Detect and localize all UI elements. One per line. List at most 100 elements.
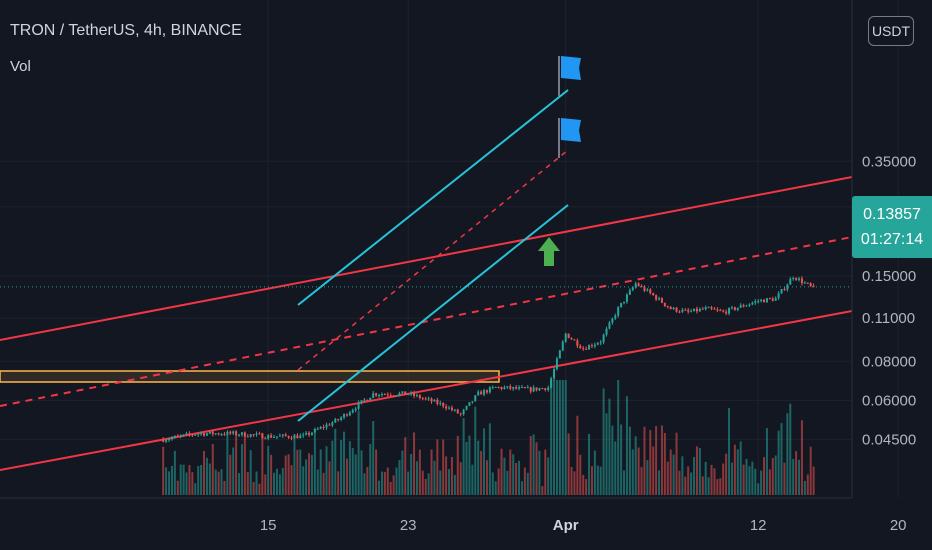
candle-body <box>477 391 480 396</box>
candle-body <box>424 398 427 400</box>
volume-bar <box>803 480 806 495</box>
candle-body <box>765 298 768 303</box>
volume-bar <box>783 462 786 495</box>
support-zone-rect[interactable] <box>0 370 500 383</box>
volume-bar <box>570 467 573 495</box>
volume-bar <box>313 433 316 495</box>
volume-bar <box>238 473 241 495</box>
candle-body <box>275 436 278 438</box>
candle-body <box>162 439 165 442</box>
volume-bar <box>733 444 736 495</box>
channel-upper-line[interactable] <box>297 89 569 306</box>
median-trendline[interactable] <box>0 236 853 407</box>
buy-arrow-icon[interactable] <box>538 237 560 266</box>
candle-body <box>637 283 640 287</box>
volume-bar <box>275 468 278 495</box>
volume-bar <box>666 461 669 495</box>
candle-body <box>687 309 690 312</box>
volume-bar <box>792 458 795 495</box>
volume-bar <box>544 449 547 495</box>
volume-bar <box>649 430 652 495</box>
candle-body <box>491 387 494 389</box>
volume-bar <box>523 467 526 495</box>
candle-body <box>500 387 503 389</box>
channel-midline[interactable] <box>297 149 569 371</box>
target-flag-upper[interactable] <box>558 56 581 96</box>
candle-body <box>366 399 369 401</box>
candle-body <box>789 278 792 285</box>
candle-body <box>305 432 308 435</box>
candle-body <box>445 406 448 409</box>
volume-bar <box>634 436 637 495</box>
volume-bar <box>415 461 418 495</box>
volume-bar <box>693 457 696 495</box>
candle-body <box>658 298 661 300</box>
candle-body <box>273 436 276 438</box>
volume-bar <box>436 439 439 495</box>
time-axis[interactable]: 1523Apr1220May <box>260 517 932 534</box>
volume-bar <box>480 450 483 495</box>
candle-body <box>404 391 407 395</box>
volume-bar <box>465 441 468 495</box>
channel-lower-line[interactable] <box>297 204 569 422</box>
volume-indicator-label[interactable]: Vol <box>10 58 31 75</box>
volume-bar <box>226 435 229 495</box>
candle-body <box>529 387 532 392</box>
volume-bar <box>418 449 421 495</box>
volume-bar <box>284 455 287 495</box>
volume-bar <box>208 463 211 495</box>
candle-body <box>383 394 386 396</box>
volume-bar <box>678 470 681 495</box>
volume-bar <box>369 443 372 495</box>
volume-bar <box>197 466 200 495</box>
candle-body <box>558 350 561 359</box>
support-zone[interactable] <box>0 370 500 383</box>
candle-body <box>733 307 736 310</box>
symbol-title[interactable]: TRON / TetherUS, 4h, BINANCE <box>10 22 242 39</box>
volume-bar <box>520 481 523 495</box>
chart-grid <box>0 0 899 498</box>
volume-bar <box>421 470 424 495</box>
candle-body <box>669 307 672 310</box>
volume-bar <box>684 476 687 495</box>
currency-button[interactable]: USDT <box>868 16 914 46</box>
volume-bar <box>593 450 596 495</box>
candle-body <box>593 344 596 347</box>
candle-body <box>690 311 693 313</box>
volume-bar <box>771 458 774 495</box>
resistance-trendline[interactable] <box>0 176 853 341</box>
volume-bar <box>468 435 471 495</box>
candle-body <box>284 434 287 437</box>
volume-bar <box>538 450 541 495</box>
price-tick-label: 0.15000 <box>862 268 916 285</box>
candle-body <box>407 394 410 396</box>
candle-body <box>728 308 731 314</box>
candle-body <box>360 400 363 403</box>
target-flag-lower[interactable] <box>558 118 581 158</box>
support-trendline[interactable] <box>0 310 853 471</box>
volume-bar <box>235 433 238 495</box>
candle-body <box>561 341 564 351</box>
candle-body <box>246 436 249 438</box>
volume-bar <box>410 454 413 495</box>
volume-bar <box>182 464 185 495</box>
volume-bar <box>763 457 766 495</box>
candle-body <box>663 302 666 306</box>
candle-body <box>229 431 232 434</box>
candle-body <box>243 432 246 437</box>
volume-bar <box>372 420 375 495</box>
trendlines[interactable] <box>0 89 853 471</box>
volume-bar <box>316 469 319 495</box>
volume-bar <box>745 458 748 495</box>
candle-body <box>783 289 786 291</box>
candle-body <box>357 402 360 409</box>
candle-body <box>173 435 176 438</box>
chart-markers[interactable] <box>538 56 581 266</box>
candle-body <box>203 433 206 436</box>
volume-bar <box>386 467 389 495</box>
volume-bar <box>585 479 588 495</box>
volume-bar <box>640 467 643 495</box>
volume-bar <box>459 462 462 495</box>
candle-body <box>287 436 290 438</box>
